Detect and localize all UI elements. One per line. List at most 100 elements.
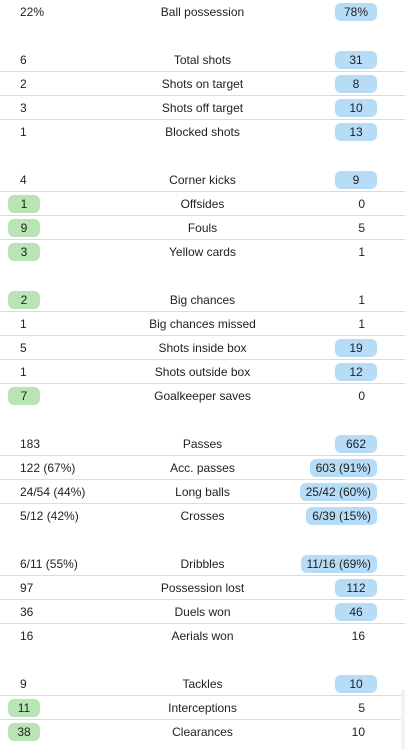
away-value: 19: [335, 338, 377, 357]
home-value: 5: [20, 340, 27, 355]
away-value: 5: [358, 700, 365, 715]
away-value: 1: [358, 316, 365, 331]
group-spacer: [0, 408, 405, 432]
home-value: 3: [20, 100, 27, 115]
stat-row: 6/11 (55%) Dribbles 11/16 (69%): [0, 552, 405, 576]
stat-label: Big chances: [169, 292, 236, 307]
away-value: 13: [335, 123, 377, 141]
group-spacer: [0, 528, 405, 552]
home-value: 183: [20, 436, 41, 451]
stat-row: 36 Duels won 46: [0, 600, 405, 624]
home-value: 3: [8, 243, 40, 261]
away-value: 603 (91%): [309, 458, 377, 477]
stat-label: Acc. passes: [170, 460, 235, 475]
scrollbar[interactable]: [401, 690, 405, 750]
stat-label: Crosses: [180, 509, 225, 523]
away-value: 0: [358, 389, 365, 403]
home-value: 36: [20, 604, 34, 619]
stat-group: 4 Corner kicks 9 1 Offsides 0 9 Fouls 5 3 Yellow c…: [0, 168, 405, 264]
stat-row: 4 Corner kicks 9: [0, 168, 405, 192]
stat-label: Fouls: [187, 220, 218, 235]
away-value: 8: [335, 74, 377, 93]
stat-label: Corner kicks: [169, 172, 236, 187]
stat-row: 11 Interceptions 5: [0, 696, 405, 720]
home-value: 6: [20, 52, 27, 67]
stat-row: 183 Passes 662: [0, 432, 405, 456]
home-value: 9: [8, 218, 40, 237]
stat-label: Blocked shots: [165, 125, 240, 139]
stat-row: 122 (67%) Acc. passes 603 (91%): [0, 456, 405, 480]
home-value: 1: [20, 316, 27, 331]
home-value: 2: [8, 290, 40, 309]
home-value: 9: [20, 676, 27, 691]
stat-row: 22% Ball possession 78%: [0, 0, 405, 24]
home-value: 1: [8, 194, 40, 213]
stat-label: Long balls: [175, 484, 230, 499]
away-value: 46: [335, 602, 377, 621]
stat-group: 6 Total shots 31 2 Shots on target 8 3 Shots of…: [0, 48, 405, 144]
home-value: 6/11 (55%): [20, 556, 78, 571]
stat-label: Shots off target: [161, 100, 244, 115]
away-value: 12: [335, 362, 377, 381]
stat-label: Tackles: [182, 676, 223, 691]
away-value: 0: [358, 196, 365, 211]
stat-group: 22% Ball possession 78%: [0, 0, 405, 24]
group-spacer: [0, 648, 405, 672]
stat-label: Aerials won: [171, 629, 234, 643]
stat-row: 1 Shots outside box 12: [0, 360, 405, 384]
stat-label: Dribbles: [180, 556, 225, 571]
stat-label: Possession lost: [160, 580, 245, 595]
stat-label: Passes: [182, 436, 223, 451]
stat-label: Interceptions: [168, 700, 237, 715]
stat-label: Ball possession: [160, 5, 245, 19]
home-value: 1: [20, 125, 27, 139]
away-value: 9: [335, 170, 377, 189]
home-value: 4: [20, 172, 27, 187]
stat-label: Goalkeeper saves: [154, 389, 251, 403]
stat-group: 9 Tackles 10 11 Interceptions 5 38 Clearances 10: [0, 672, 405, 744]
stat-label: Yellow cards: [169, 245, 236, 259]
group-spacer: [0, 264, 405, 288]
stat-label: Total shots: [173, 52, 232, 67]
stat-row: 2 Shots on target 8: [0, 72, 405, 96]
stat-row: 3 Shots off target 10: [0, 96, 405, 120]
away-value: 1: [358, 292, 365, 307]
home-value: 24/54 (44%): [20, 484, 86, 499]
away-value: 16: [351, 629, 365, 643]
stat-row: 5 Shots inside box 19: [0, 336, 405, 360]
stat-label: Shots outside box: [154, 364, 251, 379]
stat-group: 6/11 (55%) Dribbles 11/16 (69%) 97 Possessio…: [0, 552, 405, 648]
stat-row: 6 Total shots 31: [0, 48, 405, 72]
home-value: 2: [20, 76, 27, 91]
stat-row: 1 Big chances missed 1: [0, 312, 405, 336]
stat-row: 9 Fouls 5: [0, 216, 405, 240]
home-value: 1: [20, 364, 27, 379]
stat-row: 3 Yellow cards 1: [0, 240, 405, 264]
group-spacer: [0, 24, 405, 48]
home-value: 97: [20, 580, 34, 595]
home-value: 38: [8, 723, 40, 741]
away-value: 6/39 (15%): [306, 507, 377, 525]
stat-label: Big chances missed: [149, 316, 256, 331]
stat-row: 7 Goalkeeper saves 0: [0, 384, 405, 408]
stat-label: Offsides: [180, 196, 225, 211]
stat-row: 2 Big chances 1: [0, 288, 405, 312]
away-value: 112: [335, 578, 377, 597]
home-value: 22%: [20, 5, 45, 19]
home-value: 122 (67%): [20, 460, 76, 475]
away-value: 10: [335, 674, 377, 693]
stat-row: 16 Aerials won 16: [0, 624, 405, 648]
away-value: 1: [358, 245, 365, 259]
away-value: 11/16 (69%): [300, 554, 377, 573]
stat-row: 38 Clearances 10: [0, 720, 405, 744]
stat-row: 9 Tackles 10: [0, 672, 405, 696]
group-spacer: [0, 144, 405, 168]
home-value: 11: [8, 698, 40, 717]
stat-row: 5/12 (42%) Crosses 6/39 (15%): [0, 504, 405, 528]
home-value: 16: [20, 629, 34, 643]
stat-row: 1 Blocked shots 13: [0, 120, 405, 144]
stat-row: 24/54 (44%) Long balls 25/42 (60%): [0, 480, 405, 504]
home-value: 7: [8, 387, 40, 405]
away-value: 10: [351, 725, 365, 739]
